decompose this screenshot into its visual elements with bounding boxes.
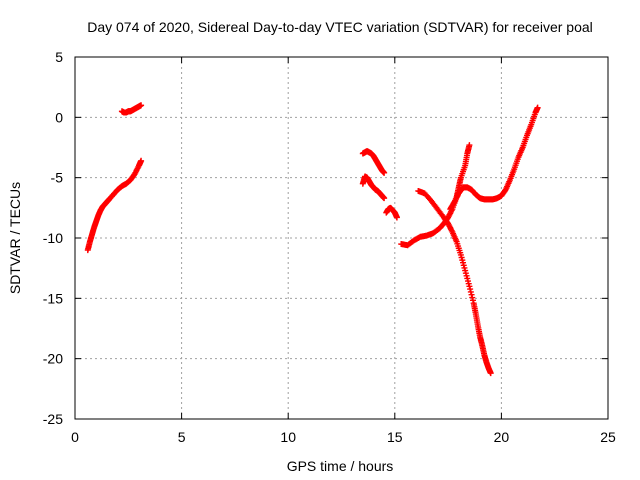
data-point (469, 294, 476, 301)
x-tick-label: 25 (600, 429, 616, 445)
axis-ticks (74, 56, 609, 420)
data-point (381, 169, 388, 176)
data-point (138, 102, 145, 109)
chart-title: Day 074 of 2020, Sidereal Day-to-day VTE… (87, 19, 593, 35)
y-tick-labels: -25 -20 -15 -10 -5 0 5 (43, 49, 63, 427)
data-point (466, 142, 473, 149)
series-arc-7 (415, 187, 494, 377)
data-points (84, 102, 541, 377)
y-tick-label: -10 (43, 230, 63, 246)
series-arc-3 (359, 148, 388, 176)
y-tick-label: -5 (51, 170, 64, 186)
y-axis-label: SDTVAR / TECUs (7, 182, 23, 294)
series-arc-2 (118, 102, 145, 116)
x-tick-label: 5 (178, 429, 186, 445)
data-point (469, 297, 476, 304)
y-tick-label: 5 (55, 49, 63, 65)
x-axis-label: GPS time / hours (287, 458, 394, 474)
data-point (381, 195, 388, 202)
data-point (138, 157, 145, 164)
y-tick-label: -25 (43, 411, 63, 427)
data-point (487, 370, 494, 377)
x-tick-label: 20 (494, 429, 510, 445)
data-point (393, 214, 400, 221)
y-tick-label: -15 (43, 290, 63, 306)
series-arc-1 (84, 157, 145, 254)
data-point (466, 283, 473, 290)
series-arc-8 (447, 104, 541, 213)
x-tick-label: 15 (387, 429, 403, 445)
y-tick-label: 0 (55, 109, 63, 125)
data-point (468, 291, 475, 298)
series-arc-5 (383, 204, 400, 221)
x-tick-labels: 0 5 10 15 20 25 (71, 429, 616, 445)
x-tick-label: 0 (71, 429, 79, 445)
data-point (467, 288, 474, 295)
grid-lines (75, 57, 608, 419)
data-point (534, 104, 541, 111)
y-tick-label: -20 (43, 351, 63, 367)
x-tick-label: 10 (280, 429, 296, 445)
series-arc-4 (359, 173, 388, 202)
data-point (467, 286, 474, 293)
